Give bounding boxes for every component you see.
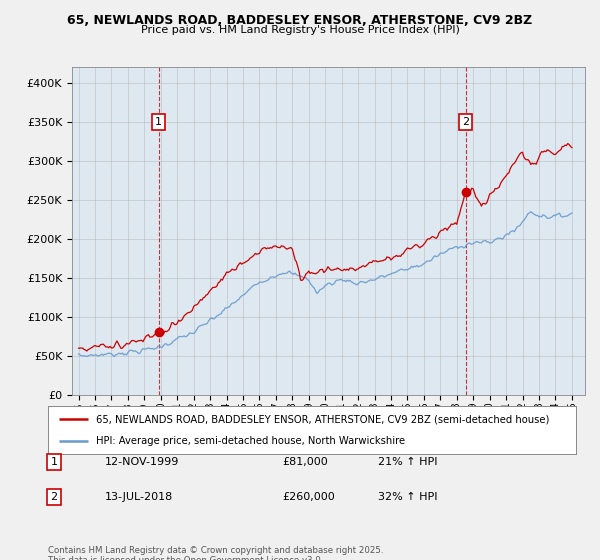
Text: 1: 1	[155, 117, 162, 127]
Text: 1: 1	[50, 457, 58, 467]
Text: £260,000: £260,000	[282, 492, 335, 502]
Text: HPI: Average price, semi-detached house, North Warwickshire: HPI: Average price, semi-detached house,…	[95, 436, 404, 446]
Text: 13-JUL-2018: 13-JUL-2018	[105, 492, 173, 502]
Text: Price paid vs. HM Land Registry's House Price Index (HPI): Price paid vs. HM Land Registry's House …	[140, 25, 460, 35]
Text: 2: 2	[50, 492, 58, 502]
Text: Contains HM Land Registry data © Crown copyright and database right 2025.
This d: Contains HM Land Registry data © Crown c…	[48, 546, 383, 560]
Text: 12-NOV-1999: 12-NOV-1999	[105, 457, 179, 467]
Text: 65, NEWLANDS ROAD, BADDESLEY ENSOR, ATHERSTONE, CV9 2BZ (semi-detached house): 65, NEWLANDS ROAD, BADDESLEY ENSOR, ATHE…	[95, 414, 549, 424]
Text: 65, NEWLANDS ROAD, BADDESLEY ENSOR, ATHERSTONE, CV9 2BZ: 65, NEWLANDS ROAD, BADDESLEY ENSOR, ATHE…	[67, 14, 533, 27]
Text: £81,000: £81,000	[282, 457, 328, 467]
Text: 21% ↑ HPI: 21% ↑ HPI	[378, 457, 437, 467]
Text: 2: 2	[462, 117, 469, 127]
Text: 32% ↑ HPI: 32% ↑ HPI	[378, 492, 437, 502]
